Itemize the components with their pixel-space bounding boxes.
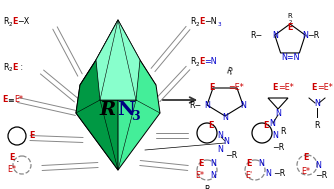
Text: R: R (225, 67, 233, 77)
Text: −R: −R (315, 170, 327, 180)
Text: =E*: =E* (228, 84, 244, 92)
Text: E: E (29, 132, 34, 140)
Text: E*: E* (195, 171, 204, 180)
Text: N: N (117, 101, 135, 119)
Text: R: R (190, 18, 195, 26)
Text: E: E (273, 84, 278, 92)
Text: N: N (217, 145, 223, 153)
Text: E*: E* (14, 95, 23, 105)
Text: R−: R− (189, 101, 201, 109)
Text: N: N (222, 114, 228, 122)
Text: E: E (2, 95, 7, 105)
Text: 2: 2 (195, 62, 199, 67)
Text: N=N: N=N (281, 53, 299, 62)
Text: N: N (272, 31, 278, 40)
Text: 2: 2 (195, 22, 199, 26)
Text: E: E (12, 18, 17, 26)
Text: R: R (288, 13, 292, 19)
Text: E: E (208, 122, 214, 130)
Text: E: E (312, 84, 317, 92)
Text: N: N (210, 160, 216, 169)
Text: N: N (275, 109, 281, 118)
Text: −N: −N (204, 18, 217, 26)
Text: N: N (258, 160, 264, 169)
Text: E: E (303, 153, 309, 163)
Text: −X: −X (17, 18, 30, 26)
Text: E: E (9, 153, 15, 163)
Text: 3: 3 (131, 109, 140, 122)
Text: E: E (12, 63, 17, 71)
Text: 2: 2 (288, 19, 292, 25)
Text: ·: · (16, 157, 20, 167)
Text: E: E (199, 18, 204, 26)
Text: N: N (210, 171, 216, 180)
Text: N: N (204, 101, 210, 109)
Text: −R: −R (272, 143, 284, 152)
Text: :: : (17, 63, 23, 71)
Text: =E*: =E* (317, 84, 333, 92)
Text: R: R (280, 126, 286, 136)
Text: R: R (190, 57, 195, 67)
Text: N: N (269, 119, 275, 128)
Text: R: R (3, 63, 8, 71)
Text: N: N (223, 136, 229, 146)
Text: N: N (272, 130, 278, 139)
Text: E: E (246, 160, 252, 169)
Text: R: R (204, 185, 210, 189)
Text: R: R (314, 121, 320, 130)
Text: E: E (199, 57, 204, 67)
Text: −R: −R (273, 169, 285, 177)
Text: E*: E* (302, 167, 311, 177)
Polygon shape (96, 20, 140, 100)
Text: N: N (217, 130, 223, 139)
Text: N: N (302, 31, 308, 40)
Text: −R: −R (307, 31, 319, 40)
Text: E: E (287, 22, 293, 32)
Text: 3: 3 (217, 22, 221, 26)
Text: E': E' (245, 171, 252, 180)
Text: R: R (100, 101, 116, 119)
Text: =E*: =E* (278, 84, 294, 92)
Polygon shape (76, 20, 160, 170)
Text: R: R (3, 18, 8, 26)
Text: 2: 2 (8, 22, 12, 26)
Text: N: N (315, 161, 321, 170)
Text: N: N (314, 98, 320, 108)
Text: −R: −R (225, 150, 237, 160)
Text: E*: E* (7, 166, 16, 174)
Text: ≡: ≡ (7, 95, 14, 105)
Text: N: N (240, 101, 246, 109)
Polygon shape (76, 20, 118, 170)
Text: =N: =N (204, 57, 217, 67)
Text: N: N (265, 169, 271, 177)
Text: 2: 2 (8, 67, 12, 71)
Text: E: E (199, 160, 204, 169)
Text: E: E (263, 122, 269, 130)
Text: R−: R− (250, 31, 263, 40)
Text: E: E (209, 84, 215, 92)
